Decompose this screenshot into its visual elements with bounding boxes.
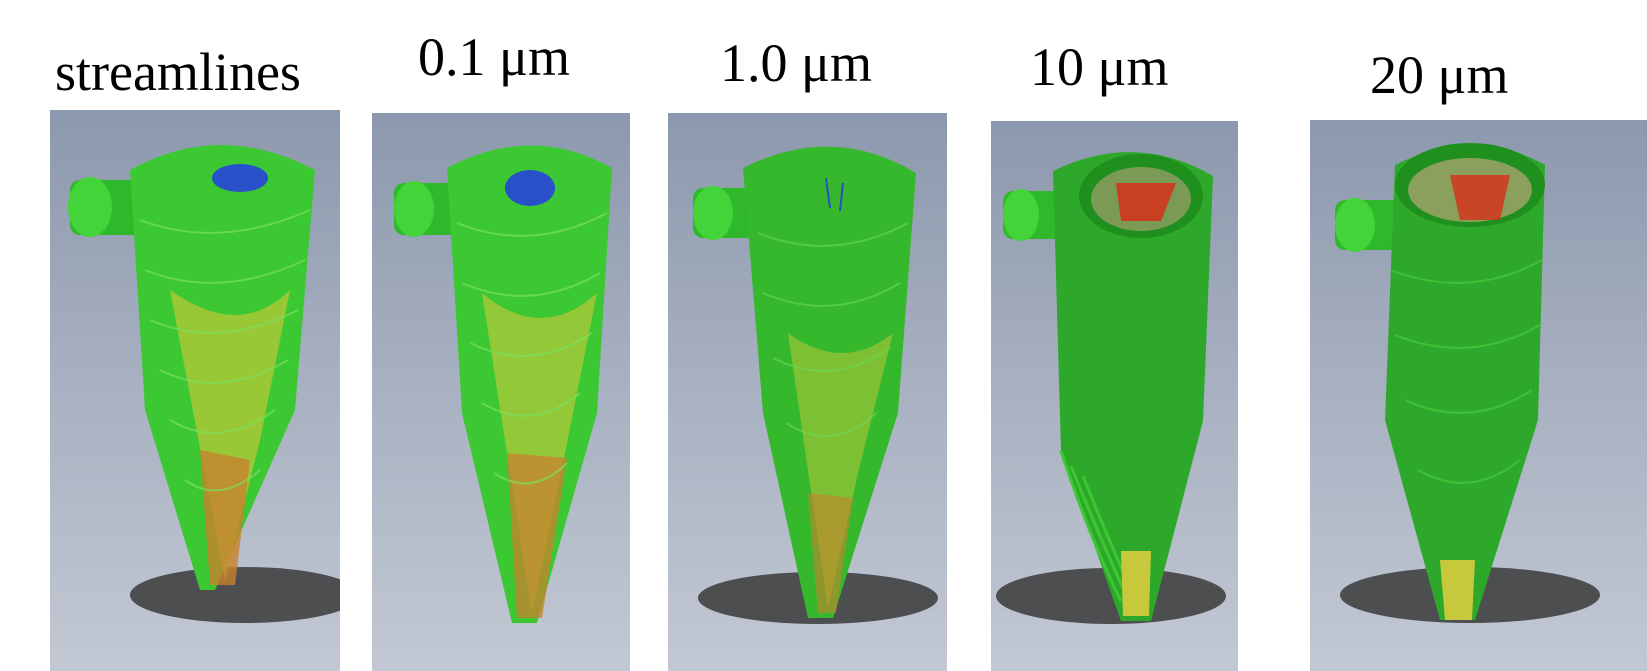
label-20-um: 20 μm	[1370, 45, 1509, 105]
cyclone-image	[68, 145, 340, 623]
panel-1-0-um	[668, 113, 947, 671]
label-10-um: 10 μm	[1030, 37, 1169, 97]
cyclone-image	[996, 152, 1226, 624]
cyclone-image	[693, 146, 938, 624]
label-0-1-um: 0.1 μm	[418, 27, 570, 87]
panel-20-um	[1310, 120, 1647, 671]
cyclone-image	[394, 145, 612, 623]
panel-streamlines	[50, 110, 340, 671]
cyclone-image	[1335, 143, 1600, 623]
label-1-0-um: 1.0 μm	[720, 33, 872, 93]
panel-0-1-um	[372, 113, 630, 671]
panel-10-um	[991, 121, 1238, 671]
label-streamlines: streamlines	[55, 42, 301, 102]
